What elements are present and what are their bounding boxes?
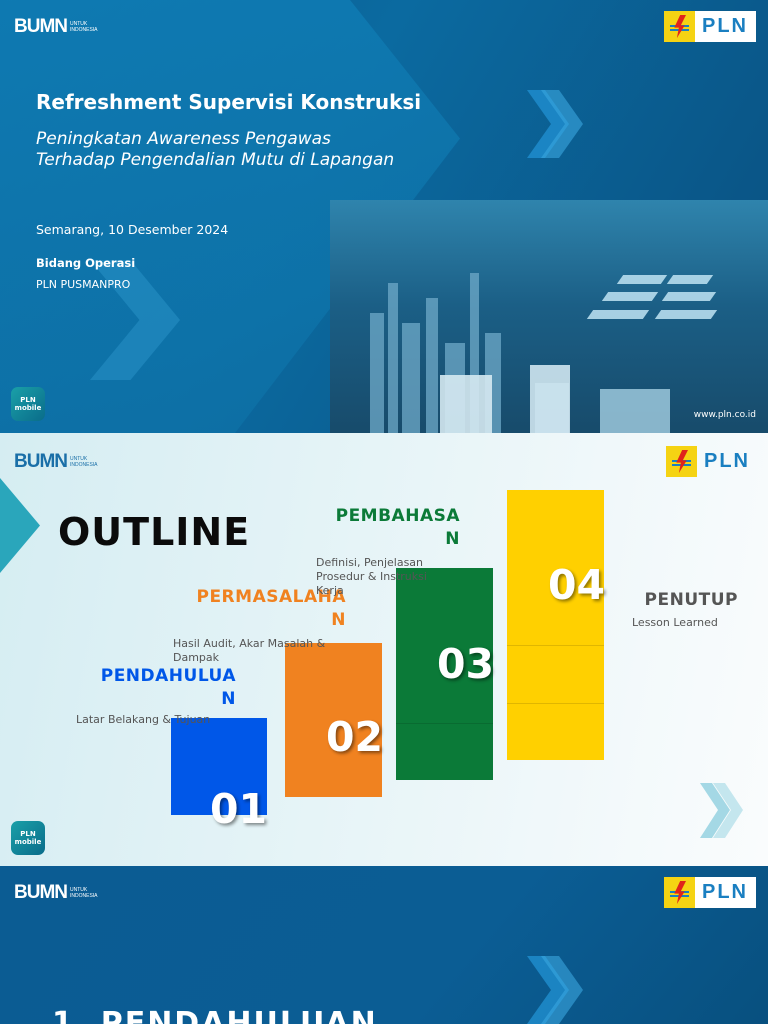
step-number-02: 02 <box>326 713 384 761</box>
step-number-01: 01 <box>210 785 268 833</box>
step-block-04 <box>507 490 604 760</box>
city-skyline-image <box>330 200 768 433</box>
bumn-logo-text: BUMN <box>14 882 68 903</box>
unit-label: PLN PUSMANPRO <box>36 278 131 291</box>
step-block-03 <box>396 568 493 780</box>
step-block-02 <box>285 643 382 797</box>
pln-mobile-app-icon: PLN mobile <box>11 821 45 855</box>
step-block-01 <box>171 718 267 815</box>
bumn-logo-text: BUMN <box>14 16 68 37</box>
section-title-pendahuluan: PENDAHULUA N <box>100 666 236 709</box>
pln-mobile-app-icon: PLN mobile <box>11 387 45 421</box>
bumn-logo: BUMN UNTUK INDONESIA <box>14 16 98 38</box>
section-desc-pembahasan: Definisi, Penjelasan Prosedur & Instruksi… <box>316 556 427 597</box>
bumn-logo-subtext: UNTUK INDONESIA <box>70 21 98 33</box>
pln-logo: PLN <box>664 877 756 908</box>
double-chevron-icon <box>700 783 743 838</box>
website-url: www.pln.co.id <box>693 410 756 420</box>
slide-section-pendahuluan: BUMN UNTUK INDONESIA PLN 1. PENDAHULUAN <box>0 866 768 1024</box>
presentation-date: Semarang, 10 Desember 2024 <box>36 222 229 237</box>
section-desc-permasalahan: Hasil Audit, Akar Masalah & Dampak <box>173 637 326 664</box>
double-chevron-icon <box>527 956 583 1024</box>
slide-outline: BUMN UNTUK INDONESIA PLN OUTLINE 01 PENDA… <box>0 433 768 866</box>
pln-logo-text: PLN <box>704 450 750 472</box>
department-label: Bidang Operasi <box>36 256 136 270</box>
section-heading: 1. PENDAHULUAN <box>52 1006 378 1024</box>
pln-lightning-icon <box>664 11 695 42</box>
section-title-penutup: PENUTUP <box>644 590 738 610</box>
section-title-pembahasan: PEMBAHASA N <box>335 506 460 549</box>
presentation-subtitle: Peningkatan Awareness Pengawas Terhadap … <box>36 129 395 170</box>
pln-lightning-icon <box>664 877 695 908</box>
section-desc-pendahuluan: Latar Belakang & Tujuan <box>76 713 211 726</box>
slide-title: BUMN UNTUK INDONESIA PLN Refreshment Supe… <box>0 0 768 433</box>
outline-heading: OUTLINE <box>58 510 251 554</box>
pln-logo: PLN <box>664 11 756 42</box>
bumn-logo-subtext: UNTUK INDONESIA <box>70 456 98 468</box>
section-desc-penutup: Lesson Learned <box>632 616 718 629</box>
pln-lightning-icon <box>666 446 697 477</box>
section-title-permasalahan: PERMASALAHA N <box>196 587 346 630</box>
bumn-logo: BUMN UNTUK INDONESIA <box>14 882 98 904</box>
pln-logo-text: PLN <box>702 15 748 37</box>
pln-logo: PLN <box>666 446 750 477</box>
step-number-04: 04 <box>548 561 606 609</box>
step-number-03: 03 <box>437 640 495 688</box>
pln-logo-text: PLN <box>702 881 748 903</box>
double-chevron-icon <box>527 90 583 158</box>
bumn-logo: BUMN UNTUK INDONESIA <box>14 451 98 473</box>
triangle-decoration <box>0 478 40 573</box>
bumn-logo-text: BUMN <box>14 451 68 472</box>
bumn-logo-subtext: UNTUK INDONESIA <box>70 887 98 899</box>
presentation-title: Refreshment Supervisi Konstruksi <box>36 90 422 114</box>
